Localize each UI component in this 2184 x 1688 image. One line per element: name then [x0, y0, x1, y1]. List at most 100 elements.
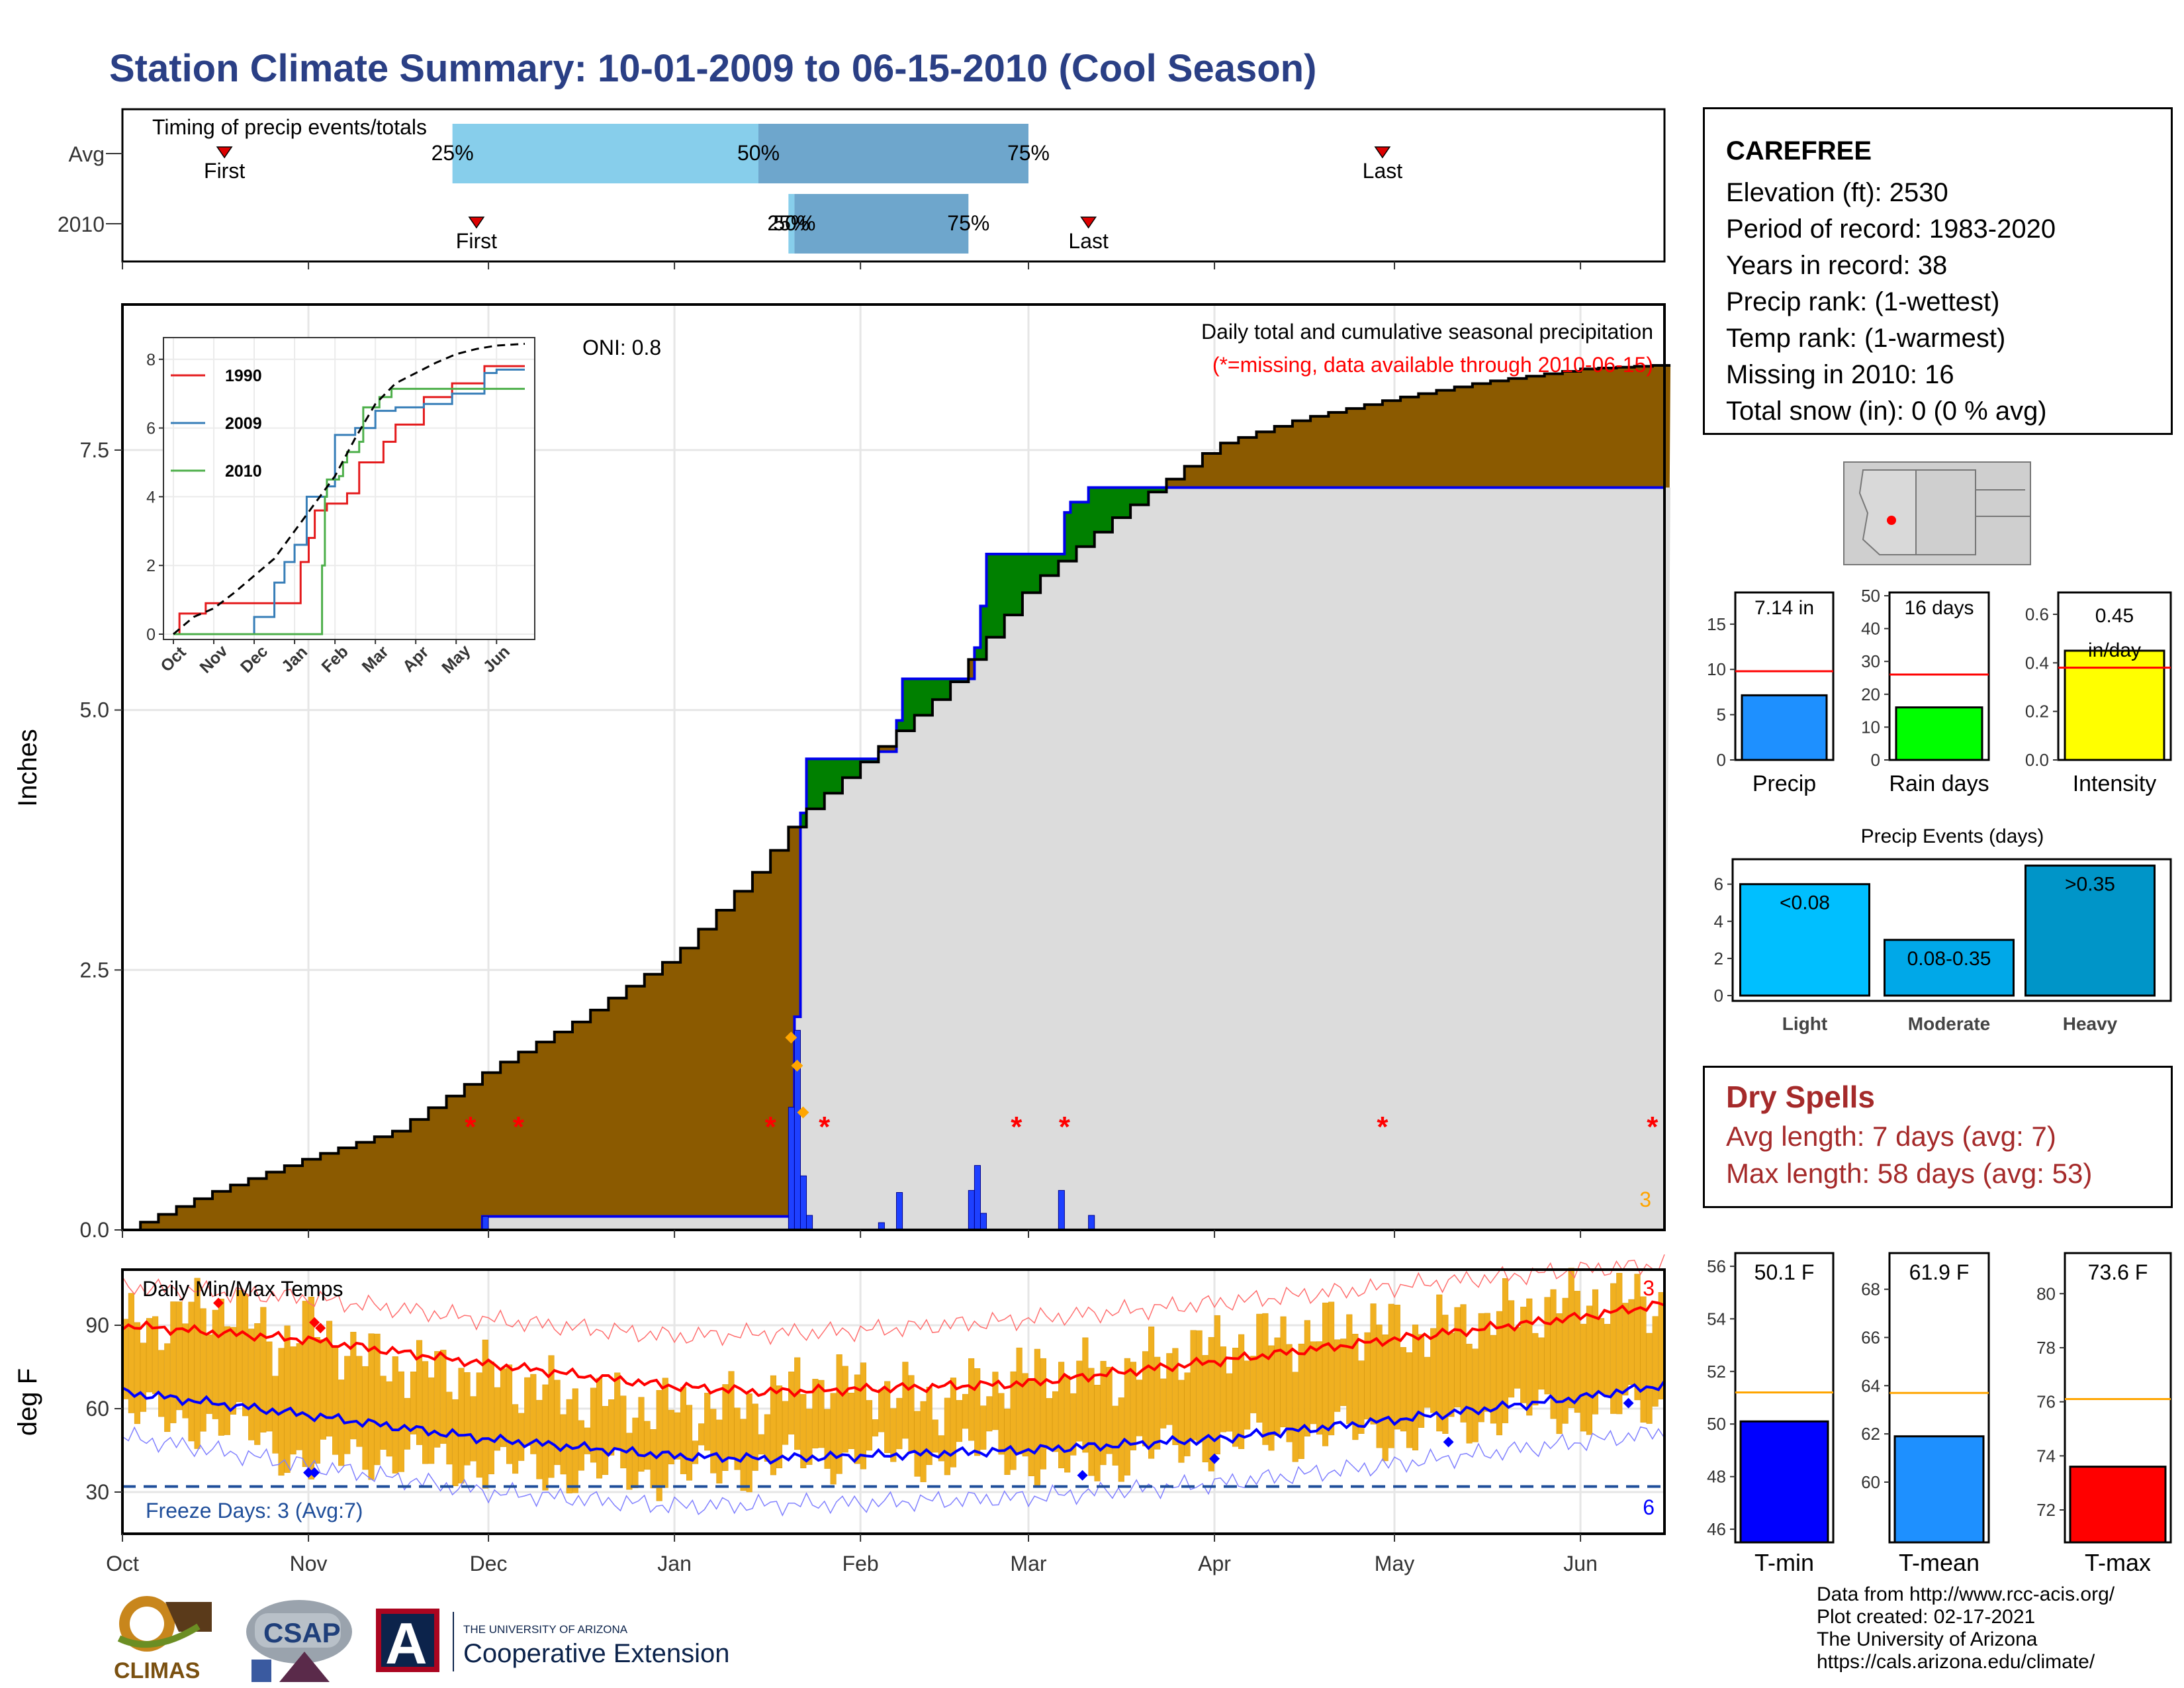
daily-temp-bar [1634, 1274, 1641, 1401]
daily-temp-bar [1034, 1348, 1040, 1485]
daily-temp-bar [1208, 1336, 1214, 1472]
first-marker [468, 216, 485, 229]
daily-temp-bar [872, 1419, 879, 1436]
inset-y-tick-label: 6 [146, 420, 156, 438]
events-category-label: Moderate [1908, 1013, 1990, 1034]
daily-temp-bar [1328, 1301, 1335, 1436]
dry-spells-title: Dry Spells [1726, 1080, 1875, 1114]
daily-temp-bar [254, 1323, 261, 1445]
daily-temp-bar [1418, 1334, 1425, 1428]
daily-temp-bar [218, 1298, 224, 1436]
temps-y-axis-label: deg F [13, 1368, 42, 1436]
daily-temp-bar [920, 1401, 927, 1482]
daily-temp-bar [1238, 1334, 1245, 1449]
daily-temp-bar [1166, 1353, 1173, 1425]
inset-legend-label: 2010 [225, 462, 262, 481]
events-y-tick-label: 2 [1714, 949, 1723, 968]
precip-events-panel: Precip Events (days) <0.08 Light 0.08-0.35 M… [1714, 825, 2172, 1034]
daily-precip-bar [1058, 1190, 1065, 1231]
daily-temp-bar [332, 1348, 339, 1455]
daily-temp-bar [488, 1361, 494, 1475]
daily-temp-bar [638, 1397, 645, 1472]
events-category-label: Heavy [2063, 1013, 2118, 1034]
daily-temp-bar [1184, 1372, 1191, 1456]
daily-temp-bar [470, 1396, 477, 1462]
daily-temp-bar [1310, 1341, 1316, 1425]
tempbar-value-label: 61.9 F [1909, 1260, 1970, 1284]
timing-label: Timing of precip events/totals [152, 115, 427, 139]
daily-temp-bar [962, 1393, 969, 1429]
summary-y-tick-label: 0 [1871, 750, 1880, 770]
daily-temp-bar [776, 1385, 783, 1468]
daily-precip-bar [968, 1190, 975, 1231]
summary-y-tick-label: 20 [1861, 684, 1880, 704]
tempbar-y-tick-label: 62 [1861, 1424, 1880, 1444]
tempbar-y-tick-label: 80 [2036, 1284, 2056, 1303]
daily-temp-bar [1376, 1325, 1383, 1448]
daily-temp-bar [1448, 1333, 1455, 1417]
daily-temp-bar [1598, 1318, 1605, 1394]
daily-temp-bar [698, 1423, 705, 1446]
daily-temp-bar [326, 1321, 333, 1437]
last-marker [1080, 216, 1097, 229]
daily-temp-bar [1112, 1405, 1118, 1466]
daily-temp-bar [704, 1393, 711, 1451]
daily-temp-bar [1388, 1303, 1394, 1448]
daily-temp-bar [938, 1435, 944, 1462]
events-bar [2025, 865, 2156, 997]
daily-temp-bar [302, 1301, 308, 1468]
texas-outline [1976, 489, 2030, 517]
daily-temp-bar [1424, 1356, 1431, 1408]
record-low-marker [303, 1467, 314, 1478]
temps-panel: Daily Min/Max Temps Freeze Days: 3 (Avg:7… [13, 1254, 1666, 1575]
summary-bar [1741, 694, 1828, 761]
new-mexico-outline [1916, 469, 1976, 555]
daily-temp-bar [1058, 1362, 1065, 1468]
footer-credits: Data from http://www.rcc-acis.org/ Plot … [1817, 1583, 2115, 1673]
month-label: May [1375, 1552, 1414, 1575]
daily-temp-bar [1088, 1368, 1095, 1476]
daily-temp-bar [542, 1384, 549, 1491]
daily-temp-bar [368, 1333, 375, 1480]
daily-temp-bar [860, 1362, 866, 1470]
daily-temp-bar [1550, 1289, 1557, 1419]
timing-bar-25-50 [452, 124, 759, 183]
month-label: Feb [842, 1552, 879, 1575]
daily-temp-bar [1256, 1313, 1263, 1423]
station-location-dot [1887, 516, 1896, 525]
record-high-count: 3 [1643, 1276, 1655, 1300]
tempbar-bar [1739, 1420, 1829, 1544]
daily-temp-bar [1580, 1323, 1586, 1432]
timing-bar-50-75 [794, 194, 969, 254]
daily-temp-bar [602, 1406, 609, 1476]
daily-temp-bar [446, 1391, 453, 1465]
daily-temp-bar [680, 1387, 687, 1474]
station-name: CAREFREE [1726, 136, 1872, 165]
first-label: First [456, 229, 497, 253]
daily-temp-bar [656, 1389, 662, 1501]
daily-precip-bar [482, 1216, 489, 1231]
daily-temp-bar [1130, 1362, 1136, 1450]
daily-temp-bar [1226, 1373, 1233, 1432]
daily-temp-bar [1316, 1341, 1323, 1435]
summary-y-tick-label: 15 [1707, 614, 1726, 634]
daily-temp-bar [722, 1384, 729, 1471]
page-title: Station Climate Summary: 10-01-2009 to 0… [109, 47, 1317, 90]
tempbar-bar [2069, 1466, 2167, 1544]
events-range-label: <0.08 [1780, 892, 1830, 914]
month-label: Oct [106, 1552, 139, 1575]
summary-category-label: Rain days [1889, 771, 1989, 796]
summary-y-tick-label: 0.0 [2025, 750, 2049, 770]
events-bar [1739, 883, 1870, 997]
daily-precip-bar [806, 1215, 813, 1231]
daily-temp-bar [596, 1378, 603, 1479]
precip-y-tick-label: 5.0 [80, 698, 109, 722]
record-low-marker [1209, 1453, 1220, 1464]
daily-temp-bar [1262, 1313, 1269, 1445]
tempbar-value-label: 73.6 F [2088, 1260, 2148, 1284]
summary-value-label: 0.45 [2095, 605, 2134, 627]
tempbar-y-tick-label: 74 [2036, 1446, 2056, 1466]
tempbar-y-tick-label: 52 [1707, 1362, 1726, 1382]
